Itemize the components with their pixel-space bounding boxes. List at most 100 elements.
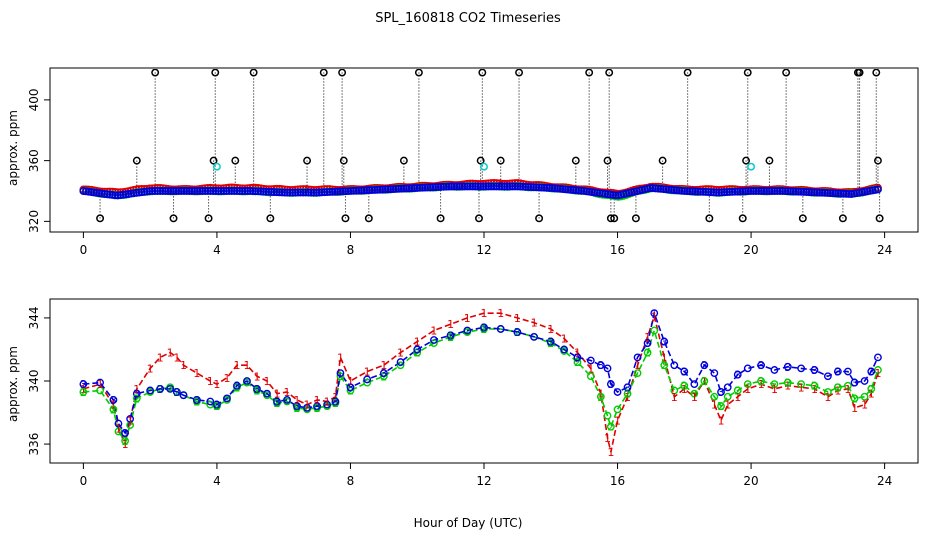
series-2-circle: [743, 380, 752, 389]
series-3-point: [352, 186, 361, 195]
series-3-point: [288, 188, 297, 197]
series-3-point: [317, 188, 326, 197]
series-3-point: [503, 182, 512, 191]
series-2-circle: [603, 411, 612, 420]
series-3-circle: [613, 388, 622, 396]
series-2-circle: [132, 394, 141, 403]
series-3-point: [527, 183, 535, 192]
series-2-circle: [79, 388, 88, 396]
series-3-point: [188, 187, 196, 195]
outlier-point: [96, 214, 105, 223]
series-3-circle: [496, 325, 505, 333]
series-3-marker: 3: [233, 380, 240, 393]
series-3-circle: [121, 429, 130, 437]
series-3-circle: [530, 332, 538, 341]
series-3-marker: 3: [681, 366, 688, 379]
series-3-circle: [233, 381, 241, 390]
series-3-marker: 3: [784, 361, 791, 374]
series-2-circle: [690, 389, 699, 398]
series-1-marker: 1: [430, 325, 437, 338]
series-1-marker: 1: [587, 362, 594, 375]
series-3-circle: [783, 362, 792, 371]
series-3-point: [577, 186, 586, 195]
outlier-point: [399, 156, 408, 165]
series-3-point: [844, 189, 853, 198]
series-3-circle: [823, 372, 832, 381]
panel2-x-tick-label: 12: [476, 474, 491, 488]
series-3-point: [458, 182, 467, 191]
series-3-point: [354, 186, 363, 195]
series-3-circle: [633, 353, 642, 362]
series-3-marker: 3: [734, 369, 741, 382]
outlier-point: [364, 214, 373, 223]
series-3-point: [434, 183, 443, 191]
series-3-marker: 3: [661, 336, 668, 349]
outlier-point: [209, 156, 218, 165]
series-3-point: [410, 184, 419, 193]
series-3-point: [537, 183, 546, 192]
series-3-point: [399, 184, 408, 193]
series-3-point: [802, 188, 811, 196]
series-3-circle: [132, 389, 141, 398]
series-3-point: [444, 182, 453, 191]
series-3-point: [391, 184, 400, 193]
series-1-marker: 1: [574, 347, 581, 360]
series-3-point: [542, 183, 551, 192]
series-3-marker: 3: [718, 386, 725, 399]
series-3-marker: 3: [314, 400, 321, 413]
series-3-circle: [336, 369, 345, 378]
series-3-point: [508, 182, 517, 191]
panel2-x-tick-label: 24: [877, 474, 892, 488]
series-3-marker: 3: [80, 378, 87, 391]
series-3-point: [699, 187, 708, 196]
series-1-marker: 1: [397, 347, 404, 360]
series-3-point: [564, 185, 573, 194]
series-3-circle: [179, 391, 188, 400]
series-3-point: [497, 182, 506, 191]
series-3-point: [259, 187, 268, 196]
series-3-marker: 3: [811, 364, 818, 377]
series-3-point: [174, 187, 183, 195]
series-2-marker: 2: [122, 435, 129, 448]
series-2-marker: 2: [851, 392, 858, 405]
series-3-point: [283, 188, 292, 197]
panel2-y-tick-label: 340: [27, 370, 41, 393]
series-2-circle: [783, 378, 792, 387]
series-3-point: [362, 186, 371, 195]
series-3-circle: [810, 366, 819, 374]
series-2-marker: 2: [233, 381, 240, 394]
panel1-y-axis-label: approx. ppm: [6, 110, 20, 186]
panel1-y-tick-label: 400: [27, 88, 41, 111]
series-3-circle: [413, 345, 422, 354]
series-1-marker: 1: [614, 414, 621, 427]
series-3-marker: 3: [758, 359, 765, 372]
series-3-point: [715, 188, 723, 197]
series-2-marker: 2: [624, 388, 631, 401]
series-3-marker: 3: [193, 394, 200, 407]
series-3-marker: 3: [868, 366, 875, 379]
series-2-marker: 2: [347, 384, 354, 397]
series-3-point: [466, 182, 475, 191]
series-3-circle: [363, 375, 372, 384]
series-2-circle: [363, 378, 372, 387]
series-3-marker: 3: [547, 336, 554, 349]
series-1-marker: 1: [701, 375, 708, 388]
series-3-point: [561, 185, 570, 194]
series-3-point: [293, 188, 302, 197]
series-3-point: [217, 187, 226, 195]
outlier-point: [339, 156, 348, 165]
series-3-point: [328, 187, 337, 196]
series-3-marker: 3: [447, 329, 454, 342]
series-3-point: [389, 185, 398, 194]
cyan-point: [212, 162, 221, 171]
series-2-circle: [586, 372, 595, 381]
panel2-x-tick-label: 20: [743, 474, 758, 488]
outlier-point: [571, 156, 580, 165]
series-3-point: [251, 187, 260, 196]
series-3-point: [667, 185, 676, 194]
series-3-point: [426, 183, 435, 192]
series-3-marker: 3: [274, 396, 281, 409]
outlier-point: [266, 214, 275, 223]
series-3-circle: [513, 328, 522, 337]
series-1-marker: 1: [193, 367, 200, 380]
